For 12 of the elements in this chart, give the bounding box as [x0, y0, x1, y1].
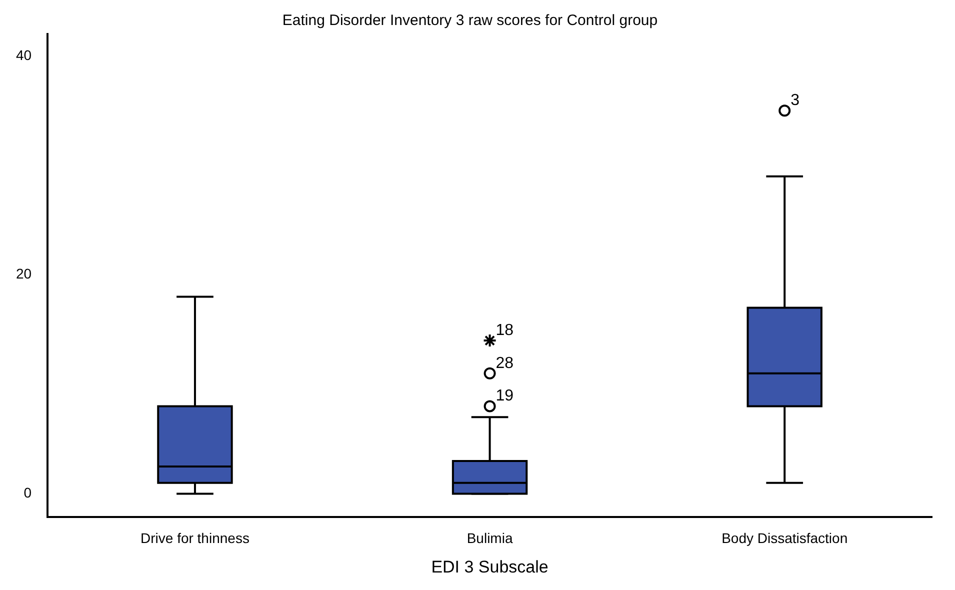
annotation: 18 [496, 322, 514, 339]
chart-title: Eating Disorder Inventory 3 raw scores for Control group [282, 12, 658, 30]
annotation: 19 [496, 388, 514, 405]
annotation: 28 [496, 354, 514, 372]
x-tick-label: Body Dissatisfaction [722, 530, 848, 546]
y-tick-label: 0 [24, 484, 32, 501]
y-tick-label: 40 [16, 46, 32, 63]
annotation: 3 [790, 92, 800, 110]
x-tick-label: Bulimia [466, 530, 513, 546]
x-tick-label: Drive for thinness [140, 530, 250, 546]
y-tick-label: 20 [16, 266, 32, 282]
x-axis-title: EDI 3 Subscale [431, 557, 548, 576]
